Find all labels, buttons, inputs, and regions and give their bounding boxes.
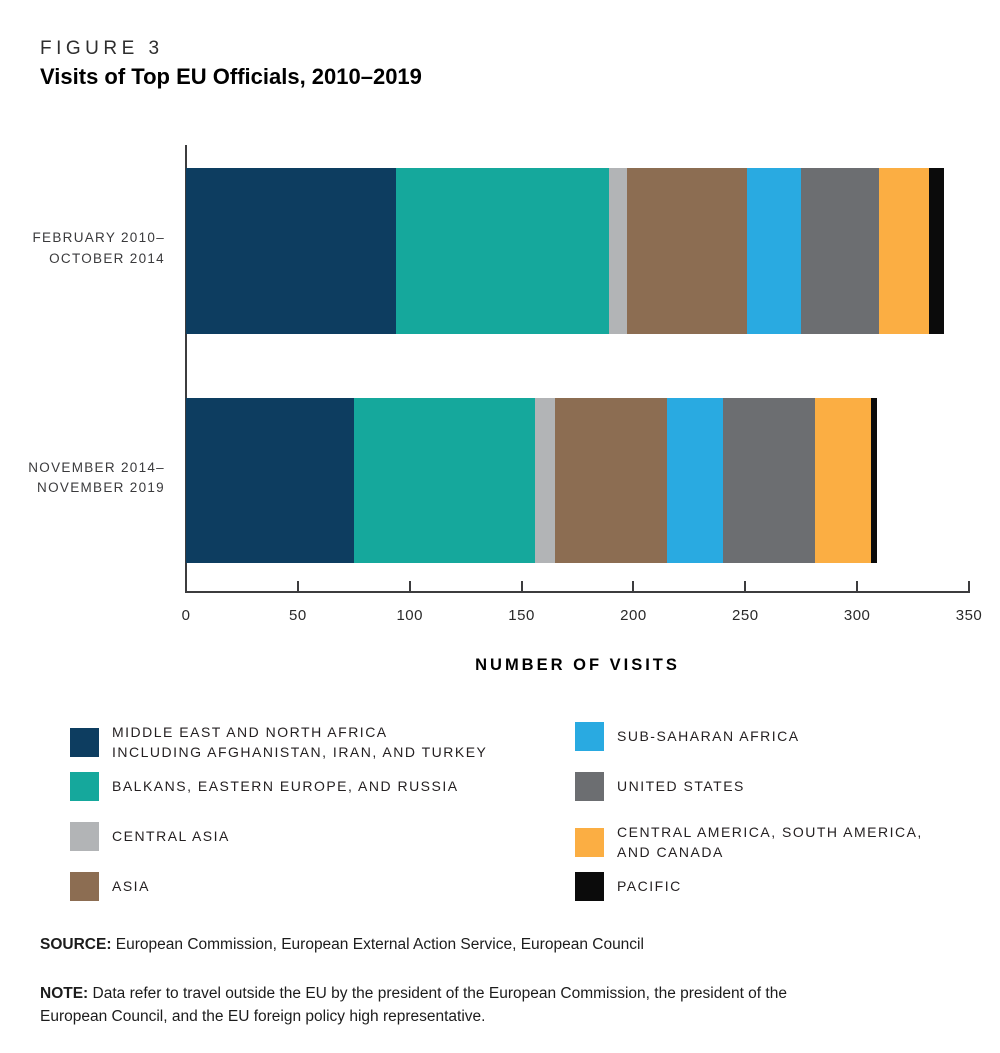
legend-swatch-asia — [70, 872, 99, 901]
legend-label-central-america-south-america-canada: CENTRAL AMERICA, SOUTH AMERICA, AND CANAD… — [617, 822, 923, 863]
category-label-line: NOVEMBER 2014– — [28, 459, 165, 475]
category-label-line: NOVEMBER 2019 — [37, 480, 165, 496]
x-axis-tick — [408, 581, 411, 591]
note-block: NOTE: Data refer to travel outside the E… — [40, 982, 970, 1029]
bar-segment-central-america-south-america-canada — [814, 398, 871, 563]
legend-swatch-balkans-eastern-europe-russia — [70, 772, 99, 801]
category-label-line: FEBRUARY 2010– — [32, 230, 165, 245]
legend-item-pacific: PACIFIC — [575, 872, 682, 901]
legend-label-united-states: UNITED STATES — [617, 776, 745, 796]
legend-label-line: AND CANADA — [617, 844, 724, 861]
x-axis-tick-label: 300 — [843, 607, 871, 624]
source-label: SOURCE: — [40, 936, 112, 953]
bar-segment-asia — [555, 398, 667, 563]
legend-item-sub-saharan-africa: SUB-SAHARAN AFRICA — [575, 722, 800, 751]
x-axis-tick-label: 100 — [396, 607, 423, 624]
x-axis-tick-label: 50 — [289, 607, 307, 624]
legend-swatch-central-america-south-america-canada — [575, 827, 604, 857]
x-axis-tick — [520, 581, 523, 591]
bar-row-2 — [186, 398, 878, 563]
source-line: SOURCE: European Commission, European Ex… — [40, 936, 970, 954]
x-axis-tick — [632, 581, 635, 591]
bar-segment-asia — [626, 168, 748, 334]
legend-item-central-america-south-america-canada: CENTRAL AMERICA, SOUTH AMERICA, AND CANAD… — [575, 822, 923, 863]
bar-segment-middle-east-north-africa — [186, 168, 397, 334]
legend-label-pacific: PACIFIC — [617, 876, 682, 896]
x-axis-tick — [968, 581, 970, 591]
legend-label-balkans-eastern-europe-russia: BALKANS, EASTERN EUROPE, AND RUSSIA — [112, 776, 459, 796]
legend-item-united-states: UNITED STATES — [575, 772, 745, 801]
bar-segment-pacific — [870, 398, 878, 563]
legend-label-line: MIDDLE EAST AND NORTH AFRICA — [112, 724, 388, 740]
bar-segment-pacific — [928, 168, 945, 334]
x-axis-tick-label: 0 — [181, 607, 191, 624]
legend-item-middle-east-north-africa: MIDDLE EAST AND NORTH AFRICA INCLUDING AF… — [70, 722, 487, 763]
x-axis-tick-label: 200 — [620, 607, 647, 624]
legend-label-line: UNITED STATES — [617, 778, 745, 795]
bar-segment-middle-east-north-africa — [186, 398, 354, 563]
legend-label-line: BALKANS, EASTERN EUROPE, AND RUSSIA — [112, 778, 459, 795]
bar-segment-central-america-south-america-canada — [879, 168, 929, 334]
bar-segment-balkans-eastern-europe-russia — [353, 398, 535, 563]
legend-swatch-sub-saharan-africa — [575, 722, 604, 751]
source-text: European Commission, European External A… — [111, 936, 644, 953]
x-axis-title: NUMBER OF VISITS — [475, 656, 680, 674]
legend-swatch-pacific — [575, 872, 604, 901]
note-text-line1: Data refer to travel outside the EU by t… — [88, 985, 787, 1002]
legend-label-asia: ASIA — [112, 876, 150, 896]
legend-label-line: ASIA — [112, 878, 150, 895]
legend-swatch-middle-east-north-africa — [70, 727, 99, 757]
x-axis-tick — [856, 581, 859, 591]
category-label-1: FEBRUARY 2010– OCTOBER 2014 — [5, 228, 165, 270]
figure-label: FIGURE 3 — [40, 38, 164, 59]
x-axis-tick — [296, 581, 299, 591]
legend-item-balkans-eastern-europe-russia: BALKANS, EASTERN EUROPE, AND RUSSIA — [70, 772, 459, 801]
bar-segment-united-states — [801, 168, 880, 334]
legend-item-asia: ASIA — [70, 872, 150, 901]
bar-segment-united-states — [722, 398, 815, 563]
legend-label-line: CENTRAL ASIA — [112, 828, 230, 845]
x-axis-tick-label: 350 — [955, 607, 983, 624]
page-title: Visits of Top EU Officials, 2010–2019 — [40, 64, 422, 89]
legend-label-line: CENTRAL AMERICA, SOUTH AMERICA, — [617, 824, 923, 840]
y-axis-line — [185, 145, 187, 592]
legend-label-central-asia: CENTRAL ASIA — [112, 826, 230, 846]
legend-label-sub-saharan-africa: SUB-SAHARAN AFRICA — [617, 726, 800, 746]
bar-row-1 — [186, 168, 945, 334]
bar-segment-central-asia — [608, 168, 627, 334]
x-axis-tick — [744, 581, 747, 591]
legend-swatch-central-asia — [70, 822, 99, 851]
bar-segment-sub-saharan-africa — [666, 398, 723, 563]
legend-label-line: SUB-SAHARAN AFRICA — [617, 728, 800, 745]
bar-segment-balkans-eastern-europe-russia — [396, 168, 609, 334]
category-label-line: OCTOBER 2014 — [49, 250, 165, 266]
legend-item-central-asia: CENTRAL ASIA — [70, 822, 230, 851]
category-label-2: NOVEMBER 2014– NOVEMBER 2019 — [5, 458, 165, 500]
legend-label-line: INCLUDING AFGHANISTAN, IRAN, AND TURKEY — [112, 744, 488, 761]
x-axis-tick-label: 250 — [732, 607, 759, 624]
legend-label-line: PACIFIC — [617, 878, 682, 895]
bar-segment-sub-saharan-africa — [747, 168, 802, 334]
legend-label-middle-east-north-africa: MIDDLE EAST AND NORTH AFRICA INCLUDING AF… — [112, 722, 487, 763]
bar-segment-central-asia — [534, 398, 556, 563]
note-text-line2: European Council, and the EU foreign pol… — [40, 1008, 486, 1026]
legend-swatch-united-states — [575, 772, 604, 801]
note-label: NOTE: — [40, 985, 89, 1002]
x-axis-tick-label: 150 — [508, 607, 535, 624]
x-axis-line — [185, 591, 970, 593]
